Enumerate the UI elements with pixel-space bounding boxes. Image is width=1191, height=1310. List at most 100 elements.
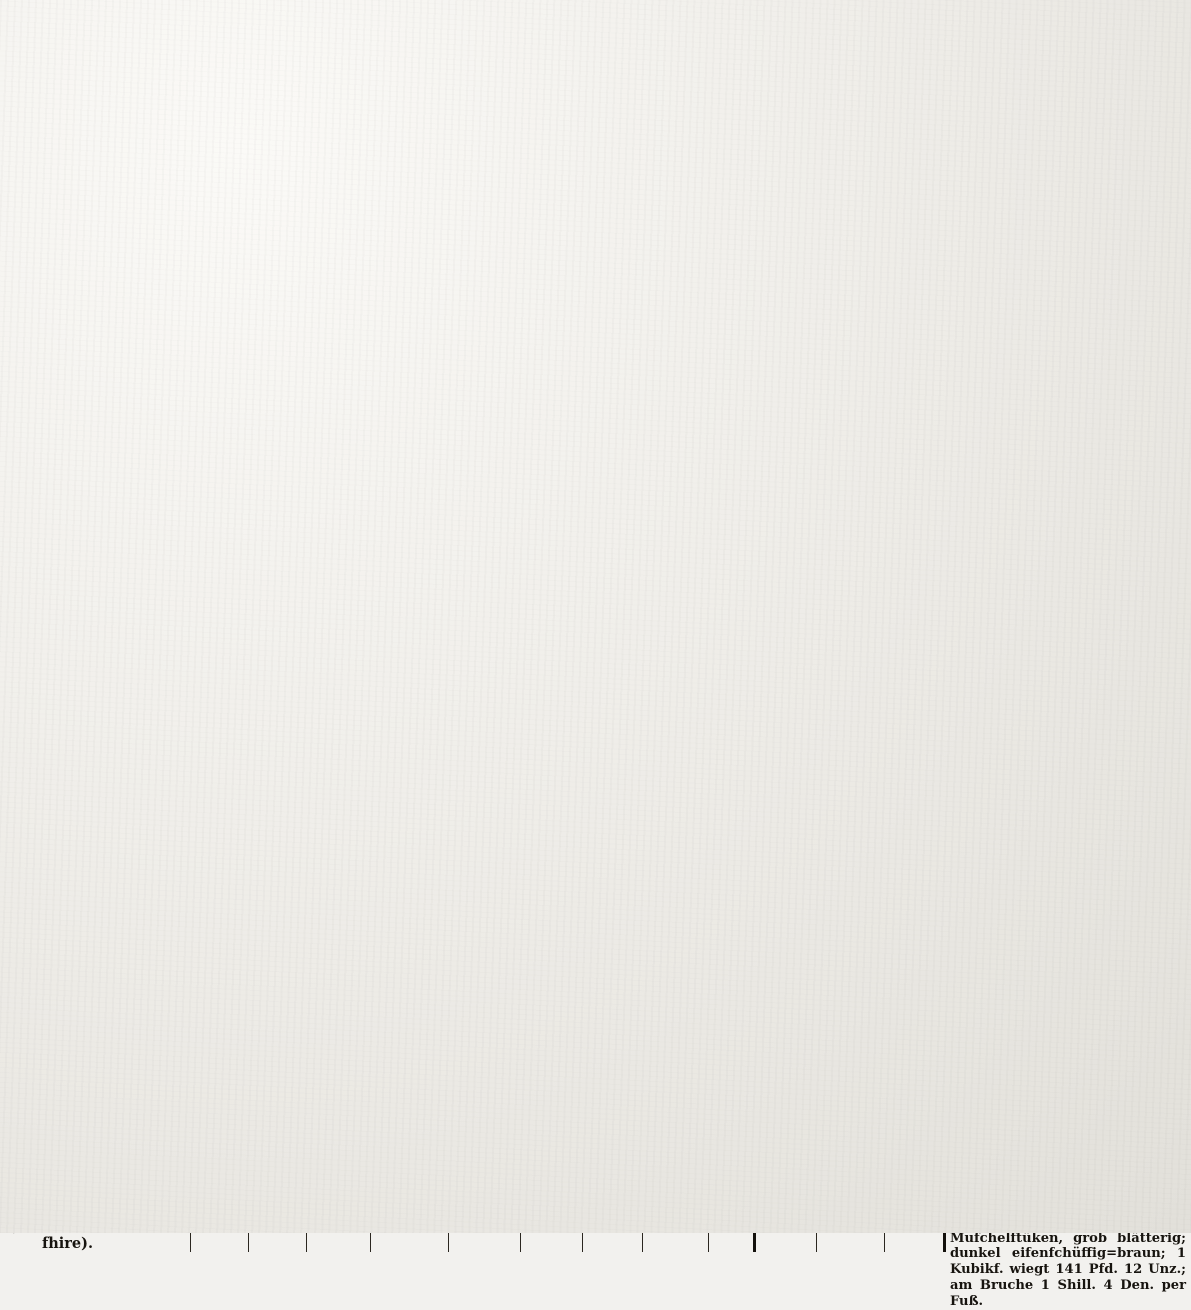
value-cell: 58 1 [642,1179,709,1199]
remark-paragraph: Sandftein; feine Quarzkörner mit einem k… [949,1088,1186,1199]
band-2-rows: Craigleith (Edinburg= fhire). 4698,7 4695,6… [0,693,946,1253]
value-cell: 4695,5 [248,1198,307,1253]
value-cell: 4841,0 [306,1179,371,1199]
remark-paragraph: Dolomit; hauptfächlich kohlenfaurer Kalk… [949,452,1186,562]
c11-b: der trocknen Mufter. [849,102,864,239]
value-cell: 0,121 [884,985,946,1080]
c11-a: Spec. Gewicht [835,124,850,217]
value-cell: 0,091 [448,477,521,497]
value-cell: 0,115 [448,1198,521,1253]
col-header-spec-gravity-dry: Spec. Gewicht der trocknen Mufter. [816,67,885,274]
value-cell: 18 [582,313,643,478]
value-cell: 4761,3 [306,1079,371,1180]
value-cell: 21 [708,313,756,478]
quarry-name-cell: Box bei Bath (Somer= fetfhire). [0,313,191,478]
banner-right: Refultate der Verfuche mit Steinwürfeln … [754,4,946,66]
value-cell: 9,8 [520,966,583,986]
c6-b: abgelöften Theilchen [543,101,558,240]
value-cell: 4654,5 [248,1179,307,1199]
col-header-crush-weight-b: Zermalmungs= Gewicht. [754,108,818,235]
value-cell: 4872,9 [190,966,249,986]
value-cell: 5,2 [520,1179,583,1199]
band-1-inner: Bolfover (Derbyfhire). 4890,8 4881,4 5042,0… [0,277,946,630]
value-cell: 2,093 [754,496,817,533]
c8-a: Zermalmungs= [660,121,675,222]
value-cell: 117 [708,277,756,314]
value-cell: 90 [708,814,756,948]
value-cell: 4932,5 [190,947,249,967]
value-cell: 186,5 [370,1179,449,1199]
value-cell: 148,2 [370,985,449,1080]
value-cell: 0,028 [448,947,521,967]
value-cell: 1,951 [754,532,817,630]
c7-c: Bruch erzeugte [617,121,632,222]
value-cell: 4144,7 [248,477,307,497]
value-cell: 52 [582,477,643,497]
table-row: Chilmark (A) (Wilt= fhire). 4907,1 4897,0 50… [0,814,946,948]
data-table-band-2: Craigleith (Edinburg= fhire). 4698,7 4695,6… [0,693,1191,1310]
c2-c: in Granen. [282,136,297,206]
c5-b: ten Waffers; 2 Kubz [476,106,491,235]
value-cell: 184,8 [370,477,449,497]
remark-paragraph: Kalkftein; dichter kohlenfaurer Kalk mit… [949,1199,1186,1309]
remark-paragraph: Sandftein; Quarzkörner von mäßiger Größe… [949,946,1186,1088]
c5-a: Volumen des abforbir= [462,95,477,246]
c7-a: Gewicht, wel= [590,125,605,218]
value-cell: 0,109 [884,814,946,948]
value-cell: 5042,0 [306,277,371,314]
value-cell: 4225,4 [190,496,249,533]
value-cell: 2,666 [816,1079,885,1180]
value-cell: 9,5 [520,1198,583,1253]
value-cell: 2,695 [816,1198,885,1253]
c4-a: Gewicht des [387,131,402,210]
value-cell: 101 2 [642,966,709,986]
value-cell: 0,7 [520,477,583,497]
value-cell: 0,086 [448,814,521,948]
col-header-weight-normal: Gewicht in gewöhnlichem Zustande in Gran… [190,67,249,274]
c8-b: Gewicht. [674,143,688,200]
value-cell: 160,6 [370,277,449,314]
value-cell: 0,068 [448,966,521,986]
c13-b: fers; das Gefammtvol. [1059,99,1074,242]
value-cell: 437,0 [370,496,449,533]
value-cell: 234,5 [370,1198,449,1253]
value-cell: 4109,0 [306,313,371,478]
value-cell: 5007,0 [306,966,371,986]
value-cell: 2,260 [754,1179,817,1199]
col-header-weight-dried: Gewicht nach guter Trocknung in Granen. [248,67,307,274]
quarry-name-cell: Chilmark (C) [0,966,191,986]
names-line3: S t e i n b r ü c h e. [13,123,176,167]
quarry-name-cell: Craigleith (Edinburg= fhire). [0,693,191,815]
unit-cohesion-a: 1 = 2.53 Cntr [582,234,709,274]
remark-paragraph: Sandftein; feine Quarzkörner mit einer h… [949,694,1186,820]
col-header-absorbed-vol-fraction: Vol. des abforb. Waf= fers; das Gefammtv… [944,67,1191,274]
value-cell: 21 8 [642,313,709,478]
col-header-absorbed-volume: Volumen des abforbir= ten Waffers; 2 Kub… [448,67,521,274]
value-cell: 88 [582,985,643,1080]
value-cell: 0,9 [520,1079,583,1180]
quarry-name-cell: Brodsworth (Yorkfhire). [0,496,191,533]
value-cell: 2,008 [754,477,817,497]
c1-c: in Granen. [224,136,239,206]
value-cell: 519 8 [370,532,449,630]
value-cell: 2,481 [754,966,817,986]
quarry-name-cont: fhire). [42,1004,94,1022]
data-table-band-1: Bolfover (Derbyfhire). 4890,8 4881,4 5042,0… [0,277,1191,690]
band-1-measurements: Bolfover (Derbyfhire). 4890,8 4881,4 5042,0… [0,277,946,690]
value-cell: 0,053 [884,966,946,986]
c4-c: in Granen. [414,136,429,206]
value-cell: 87 [708,477,756,497]
value-cell: 36 [582,814,643,948]
c2-b: nach guter Trocknung [269,98,284,244]
value-cell: 25 0 [642,532,709,630]
value-cell: 4149,5 [190,477,249,497]
value-cell: 1,5 [520,277,583,314]
value-cell: 25 [708,532,756,630]
col-header-absorbed-water: Gewicht des abforbirten Waffers in Grane… [370,67,449,274]
value-cell: 2,650 [816,947,885,967]
quarry-name: Gunbarrel Stanley. [8,1181,160,1199]
banner-table: Refultate der Verfuche mit doppelten Ste… [0,4,1191,66]
band-2-remarks: Sandftein; feine Quarzkörner mit einer h… [944,694,1191,1310]
value-cell: 2,846 [816,532,885,630]
col-header-crush-weight-a: Zermalmungs= Gewicht. [642,108,709,235]
